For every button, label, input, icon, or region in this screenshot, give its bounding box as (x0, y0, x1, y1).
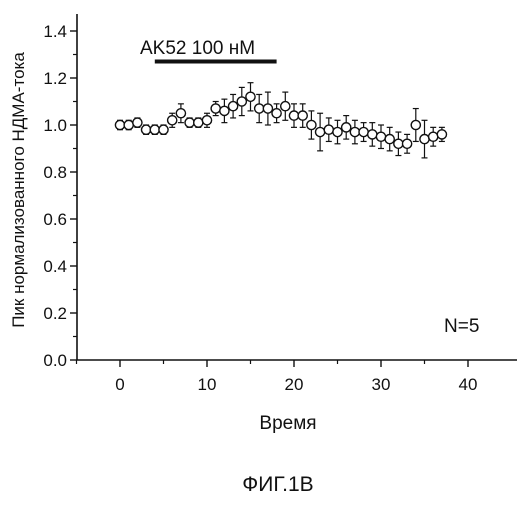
y-tick-label: 0.6 (43, 210, 67, 229)
data-point (411, 120, 420, 129)
data-point (420, 135, 429, 144)
data-point (316, 127, 325, 136)
data-point (324, 125, 333, 134)
data-point (194, 118, 203, 127)
data-point (220, 106, 229, 115)
data-point (376, 132, 385, 141)
data-point (246, 92, 255, 101)
data-point (142, 125, 151, 134)
y-tick-label: 0.4 (43, 257, 67, 276)
y-tick-label: 0.8 (43, 163, 67, 182)
data-point (350, 127, 359, 136)
data-point (115, 120, 124, 129)
data-point (307, 120, 316, 129)
data-point (255, 104, 264, 113)
data-point (333, 127, 342, 136)
y-tick-label: 1.0 (43, 116, 67, 135)
data-point (211, 104, 220, 113)
data-point (368, 130, 377, 139)
data-point (272, 109, 281, 118)
data-point (229, 102, 238, 111)
figure-caption: ФИГ.1В (242, 473, 313, 496)
data-point (176, 109, 185, 118)
data-point (185, 118, 194, 127)
x-tick-label: 0 (115, 375, 124, 394)
data-point (159, 125, 168, 134)
data-point (281, 102, 290, 111)
data-point (168, 116, 177, 125)
x-tick-label: 30 (372, 375, 391, 394)
data-point (263, 104, 272, 113)
data-point (385, 135, 394, 144)
data-point (394, 139, 403, 148)
x-tick-label: 40 (459, 375, 478, 394)
data-point (403, 139, 412, 148)
data-point (298, 111, 307, 120)
y-axis-title: Пик нормализованного НДМА-тока (9, 52, 28, 328)
treatment-label: AK52 100 нМ (140, 38, 255, 59)
data-point (237, 97, 246, 106)
data-point (342, 123, 351, 132)
data-point (289, 111, 298, 120)
x-tick-label: 10 (198, 375, 217, 394)
x-axis-title: Время (259, 413, 316, 434)
n-annotation: N=5 (444, 316, 479, 337)
data-point (133, 118, 142, 127)
y-tick-label: 0.2 (43, 304, 67, 323)
data-point (437, 130, 446, 139)
data-point (124, 120, 133, 129)
data-point (150, 125, 159, 134)
y-tick-label: 1.2 (43, 69, 67, 88)
data-point (202, 116, 211, 125)
x-tick-label: 20 (285, 375, 304, 394)
data-point (429, 132, 438, 141)
data-point (359, 127, 368, 136)
y-tick-label: 0.0 (43, 351, 67, 370)
y-tick-label: 1.4 (43, 22, 67, 41)
